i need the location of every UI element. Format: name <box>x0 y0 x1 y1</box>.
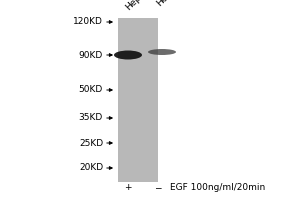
Text: 25KD: 25KD <box>79 138 103 148</box>
Text: HepG2: HepG2 <box>155 0 183 8</box>
Text: 35KD: 35KD <box>79 114 103 122</box>
Text: 90KD: 90KD <box>79 50 103 60</box>
Ellipse shape <box>148 49 176 55</box>
Text: −: − <box>154 184 162 192</box>
Text: 20KD: 20KD <box>79 164 103 172</box>
Ellipse shape <box>114 50 142 60</box>
Text: 120KD: 120KD <box>73 18 103 26</box>
Text: 50KD: 50KD <box>79 86 103 95</box>
Bar <box>118 18 158 182</box>
Text: HepG2: HepG2 <box>124 0 152 12</box>
Text: +: + <box>124 184 132 192</box>
Text: EGF 100ng/ml/20min: EGF 100ng/ml/20min <box>170 184 265 192</box>
